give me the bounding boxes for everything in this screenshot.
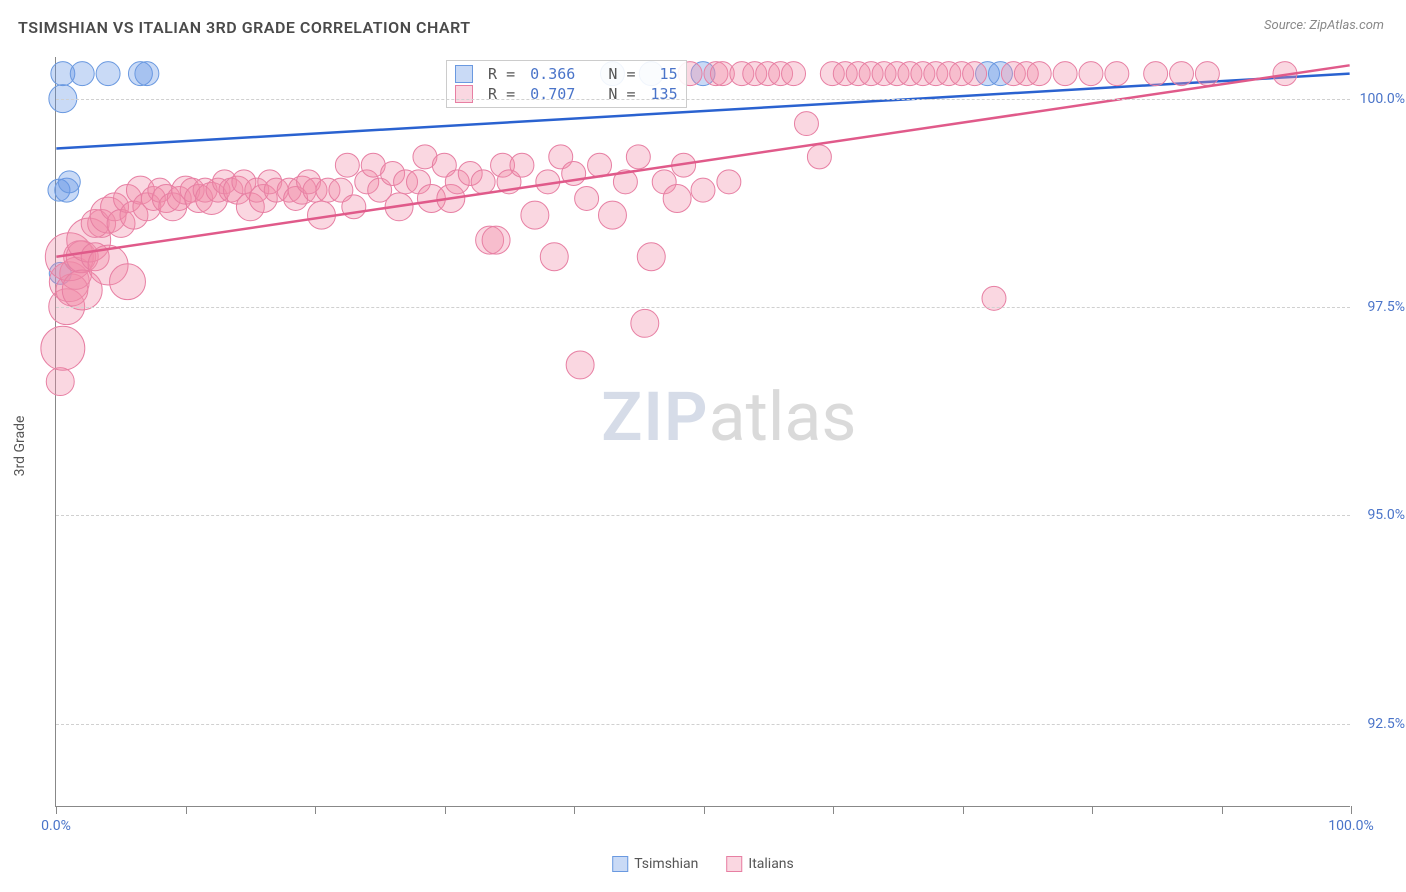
scatter-point — [110, 264, 146, 300]
scatter-point — [1170, 62, 1194, 86]
xtick — [1092, 806, 1093, 814]
y-axis-label: 3rd Grade — [12, 416, 28, 477]
scatter-point — [41, 326, 85, 370]
stats-box: R = 0.366 N = 15 R = 0.707 N = 135 — [446, 60, 687, 108]
scatter-point — [794, 112, 818, 136]
ytick-label: 100.0% — [1355, 91, 1405, 107]
gridline — [56, 307, 1350, 308]
stats-r-value: 0.366 — [530, 65, 575, 83]
xtick — [445, 806, 446, 814]
scatter-point — [1053, 62, 1077, 86]
stats-n-label: N = — [581, 85, 644, 103]
stats-r-label: R = — [479, 65, 524, 83]
scatter-point — [1105, 62, 1129, 86]
scatter-point — [631, 309, 659, 337]
scatter-point — [58, 171, 80, 193]
scatter-point — [963, 62, 987, 86]
xtick — [186, 806, 187, 814]
ytick-label: 97.5% — [1355, 299, 1405, 315]
legend-bottom: Tsimshian Italians — [612, 856, 794, 872]
legend-item: Italians — [726, 856, 793, 872]
chart-title: TSIMSHIAN VS ITALIAN 3RD GRADE CORRELATI… — [18, 18, 471, 37]
ytick-label: 95.0% — [1355, 507, 1405, 523]
stats-row: R = 0.366 N = 15 — [455, 65, 678, 83]
scatter-point — [70, 62, 94, 86]
xtick-label: 100.0% — [1328, 818, 1373, 834]
scatter-point — [335, 153, 359, 177]
legend-swatch-icon — [612, 856, 628, 872]
stats-n-value: 135 — [651, 85, 678, 103]
stats-swatch-icon — [455, 85, 473, 103]
scatter-point — [471, 170, 495, 194]
stats-n-label: N = — [581, 65, 644, 83]
scatter-point — [135, 62, 159, 86]
xtick — [963, 806, 964, 814]
scatter-point — [96, 62, 120, 86]
xtick-label: 0.0% — [41, 818, 71, 834]
scatter-point — [1079, 62, 1103, 86]
legend-label: Tsimshian — [634, 856, 698, 872]
plot-svg — [56, 57, 1350, 806]
gridline — [56, 515, 1350, 516]
ytick-label: 92.5% — [1355, 716, 1405, 732]
xtick — [574, 806, 575, 814]
scatter-point — [1195, 62, 1219, 86]
scatter-point — [782, 62, 806, 86]
scatter-point — [637, 243, 665, 271]
legend-item: Tsimshian — [612, 856, 698, 872]
scatter-point — [540, 243, 568, 271]
scatter-point — [510, 153, 534, 177]
xtick — [1222, 806, 1223, 814]
scatter-point — [717, 170, 741, 194]
stats-n-value: 15 — [651, 65, 678, 83]
scatter-point — [482, 226, 510, 254]
gridline — [56, 99, 1350, 100]
xtick — [704, 806, 705, 814]
plot-area: ZIPatlas R = 0.366 N = 15 R = 0.707 N = … — [55, 57, 1350, 807]
scatter-point — [691, 178, 715, 202]
scatter-point — [663, 184, 691, 212]
scatter-point — [1027, 62, 1051, 86]
scatter-point — [575, 186, 599, 210]
xtick — [56, 806, 57, 814]
legend-label: Italians — [748, 856, 793, 872]
xtick — [315, 806, 316, 814]
stats-r-value: 0.707 — [530, 85, 575, 103]
scatter-point — [1144, 62, 1168, 86]
xtick — [1351, 806, 1352, 814]
xtick — [833, 806, 834, 814]
source-label: Source: ZipAtlas.com — [1264, 18, 1384, 33]
stats-swatch-icon — [455, 65, 473, 83]
gridline — [56, 724, 1350, 725]
scatter-point — [521, 201, 549, 229]
scatter-point — [588, 153, 612, 177]
stats-r-label: R = — [479, 85, 524, 103]
scatter-point — [566, 351, 594, 379]
scatter-point — [46, 368, 74, 396]
trend-line — [56, 65, 1349, 256]
scatter-point — [598, 201, 626, 229]
stats-row: R = 0.707 N = 135 — [455, 85, 678, 103]
scatter-point — [807, 145, 831, 169]
chart-container: TSIMSHIAN VS ITALIAN 3RD GRADE CORRELATI… — [0, 0, 1406, 892]
scatter-point — [626, 145, 650, 169]
legend-swatch-icon — [726, 856, 742, 872]
